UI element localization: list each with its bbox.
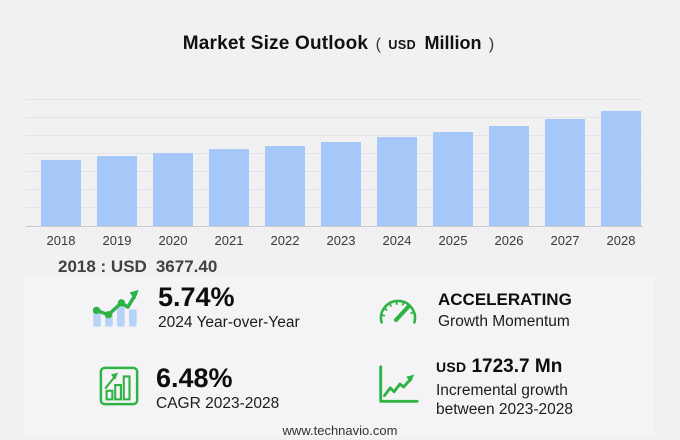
x-tick-label: 2026 [494,233,524,248]
bar-2023 [321,141,361,226]
chart-title-text: Market Size Outlook [182,33,369,54]
stat-text: ACCELERATING Growth Momentum [438,290,572,332]
title-paren-open: ( [375,36,381,53]
stat-value: USD 1723.7 Mn [436,356,601,379]
bar-2019 [97,156,137,226]
bar-2022 [265,145,305,226]
stat-text: 5.74% 2024 Year-over-Year [158,283,300,333]
bar-2028 [601,110,641,226]
chart-title: Market Size Outlook ( USD Million ) [0,33,680,55]
stat-label: Incremental growth between 2023-2028 [436,381,574,419]
stat-growth-momentum: ACCELERATING Growth Momentum [374,287,572,334]
title-currency: USD [388,38,416,52]
bar-2024 [377,136,417,226]
speedometer-icon [374,287,422,334]
x-tick-label: 2018 [46,233,76,248]
annotation-value: 3677.40 [155,257,218,276]
annotation-prefix: 2018 : USD [58,257,147,276]
x-tick-label: 2024 [382,233,412,248]
stat-incremental-growth: USD 1723.7 Mn Incremental growth between … [374,356,601,420]
stat-value: ACCELERATING [438,289,572,309]
bar-2018 [41,159,81,226]
bars-trend-up-icon [90,283,142,332]
x-tick-label: 2023 [326,233,356,248]
bar-2021 [209,149,249,226]
x-tick-label: 2022 [270,233,300,248]
stat-label: 2024 Year-over-Year [158,314,300,332]
stat-value: 6.48% [156,362,233,393]
stat-text: USD 1723.7 Mn Incremental growth between … [436,356,601,420]
stat-cagr: 6.48% CAGR 2023-2028 [98,363,279,414]
framed-bar-growth-icon [98,363,140,414]
x-tick-label: 2021 [214,233,244,248]
stat-yoy-growth: 5.74% 2024 Year-over-Year [90,283,300,333]
x-tick-label: 2028 [606,233,636,248]
x-tick-label: 2019 [102,233,132,248]
start-year-value-annotation: 2018 : USD 3677.40 [58,257,217,277]
title-unit: Million [424,33,482,53]
x-tick-label: 2020 [158,233,188,248]
bar-2020 [153,152,193,226]
gridline [26,98,643,100]
title-paren-close: ) [488,36,495,53]
bar-2027 [545,118,585,226]
gridline [26,134,643,136]
stat-value: 5.74% [158,282,235,312]
stat-text: 6.48% CAGR 2023-2028 [156,362,280,414]
bar-2026 [489,125,529,226]
plot-area [26,98,643,227]
line-chart-icon [374,362,420,413]
stats-panel [24,275,654,437]
x-tick-label: 2027 [550,233,580,248]
bar-2025 [433,131,473,226]
stat-label: CAGR 2023-2028 [156,394,280,412]
stat-label: Growth Momentum [438,313,570,330]
x-tick-label: 2025 [438,233,468,248]
x-axis-labels: 2018 2019 2020 2021 2022 2023 2024 2025 2026 2027… [26,233,643,249]
gridline [26,116,643,118]
website-url: www.technavio.com [282,423,398,438]
stat-currency: USD [436,359,467,375]
stat-amount: 1723.7 Mn [471,356,563,377]
